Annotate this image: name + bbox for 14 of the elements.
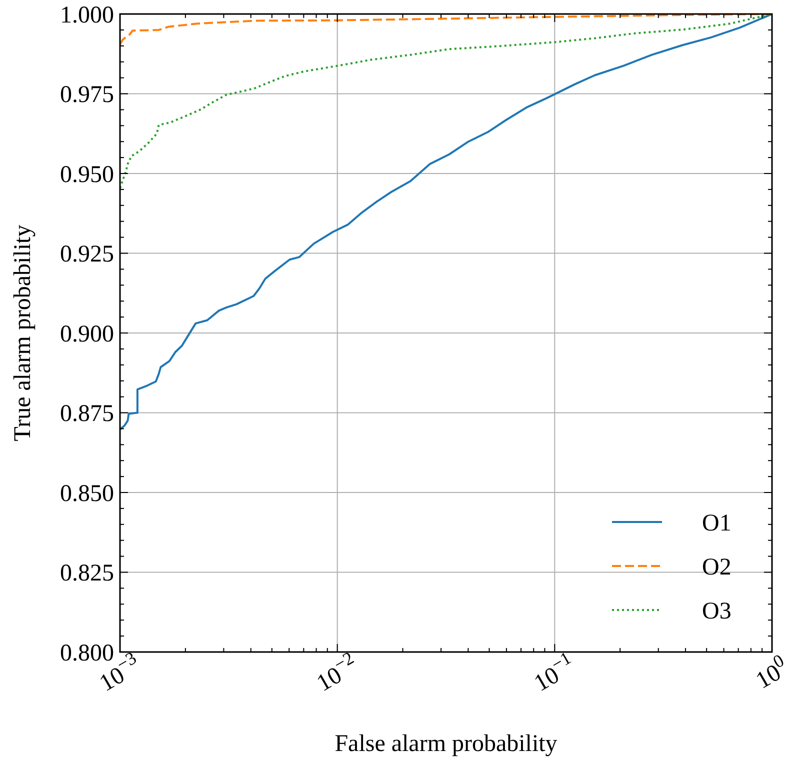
y-tick-label: 0.925 — [60, 242, 114, 268]
y-tick-label: 0.900 — [60, 321, 114, 348]
legend-label: O3 — [702, 598, 732, 624]
y-tick-label: 0.950 — [60, 162, 114, 188]
y-tick-label: 0.825 — [60, 560, 114, 587]
y-tick-label: 1.000 — [60, 2, 114, 28]
y-tick-label: 0.875 — [60, 401, 114, 428]
x-axis-title: False alarm probability — [334, 731, 558, 757]
legend-label: O2 — [702, 554, 732, 580]
y-axis-title: True alarm probability — [10, 224, 36, 442]
y-tick-label: 0.800 — [60, 640, 114, 666]
y-tick-label: 0.850 — [60, 480, 114, 507]
legend-label: O1 — [702, 510, 732, 536]
y-tick-label: 0.975 — [60, 82, 114, 108]
